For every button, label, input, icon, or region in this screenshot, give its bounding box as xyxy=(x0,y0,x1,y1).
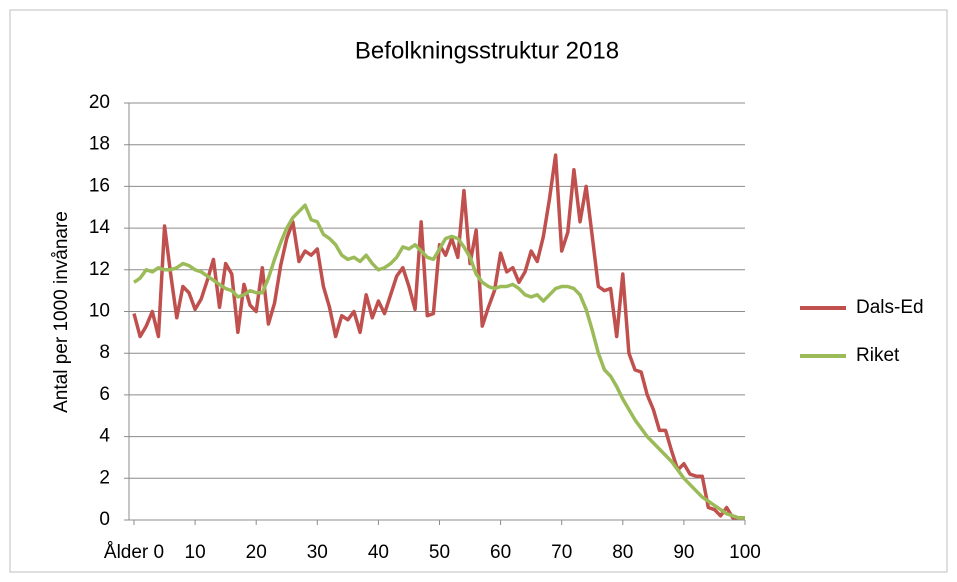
series-line xyxy=(133,203,745,520)
y-tick-label: 8 xyxy=(99,342,110,363)
y-tick-label: 16 xyxy=(89,175,110,196)
y-tick-label: 12 xyxy=(89,259,110,280)
y-tick-label: 10 xyxy=(89,301,110,322)
legend-label: Riket xyxy=(856,345,900,366)
series-line xyxy=(132,153,745,520)
x-tick-label: 70 xyxy=(551,542,572,563)
y-tick-label: 2 xyxy=(99,467,110,488)
legend-label: Dals-Ed xyxy=(856,297,924,318)
x-tick-label: 80 xyxy=(612,542,633,563)
x-tick-label: 60 xyxy=(490,542,511,563)
x-tick-label: 10 xyxy=(185,542,206,563)
x-tick-label: 30 xyxy=(307,542,328,563)
x-tick-label: 50 xyxy=(429,542,450,563)
x-tick-label: 100 xyxy=(729,542,761,563)
y-tick-label: 4 xyxy=(99,426,110,447)
x-tick-label: 20 xyxy=(246,542,267,563)
y-tick-label: 20 xyxy=(89,92,110,113)
y-tick-label: 18 xyxy=(89,134,110,155)
chart-title: Befolkningsstruktur 2018 xyxy=(355,37,619,64)
y-tick-label: 6 xyxy=(99,384,110,405)
y-tick-label: 0 xyxy=(99,509,110,530)
x-tick-label: 40 xyxy=(368,542,389,563)
x-tick-label: Ålder 0 xyxy=(104,542,164,563)
y-tick-label: 14 xyxy=(89,217,111,238)
x-tick-label: 90 xyxy=(673,542,694,563)
y-axis-label: Antal per 1000 invånare xyxy=(51,211,72,413)
